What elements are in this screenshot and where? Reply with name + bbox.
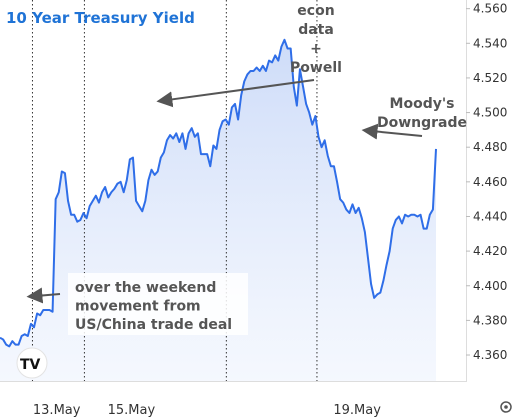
annotation-arrow — [156, 79, 315, 108]
y-tick-label: 4.480 — [473, 140, 507, 154]
annotation-line: Moody's — [390, 96, 455, 112]
x-tick-label: 13.May — [33, 403, 81, 418]
y-tick-label: 4.380 — [473, 313, 507, 327]
annotation-text: over the weekend movement from US/China tr… — [75, 280, 232, 333]
annotation-text: econ data + Powell — [290, 3, 342, 76]
x-axis-ticks: 13.May 15.May 19.May — [33, 403, 381, 418]
y-tick-label: 4.460 — [473, 175, 507, 189]
annotation: over the weekend movement from US/China tr… — [26, 273, 248, 335]
y-tick-label: 4.360 — [473, 348, 507, 362]
annotation-background — [68, 273, 248, 335]
annotation-line: Downgrade — [377, 115, 467, 131]
y-tick-label: 4.440 — [473, 209, 507, 223]
annotation-line: US/China trade deal — [75, 317, 232, 333]
annotation-line: data — [298, 22, 334, 38]
annotation: Moody's Downgrade — [361, 96, 467, 140]
annotation: econ data + Powell — [156, 3, 342, 108]
yield-series-line — [0, 38, 437, 348]
annotation-arrow — [26, 287, 61, 304]
y-axis-ticks: 4.560 4.540 4.520 4.500 4.480 4.460 4.440 4.420… — [466, 2, 507, 362]
y-tick-label: 4.400 — [473, 279, 507, 293]
annotation-text: Moody's Downgrade — [377, 96, 467, 131]
y-tick-label: 4.520 — [473, 71, 507, 85]
annotation-line: econ — [297, 3, 334, 19]
x-tick-label: 19.May — [333, 403, 381, 418]
y-tick-label: 4.500 — [473, 106, 507, 120]
annotation-line: over the weekend — [75, 280, 216, 296]
annotation-arrow — [361, 123, 423, 140]
y-tick-label: 4.420 — [473, 244, 507, 258]
y-tick-label: 4.560 — [473, 2, 507, 16]
x-tick-label: 15.May — [108, 403, 156, 418]
annotation-line: Powell — [290, 60, 342, 76]
svg-text:TV: TV — [20, 357, 41, 373]
tradingview-logo[interactable]: TV — [16, 347, 48, 379]
settings-gear-icon[interactable] — [500, 401, 512, 413]
annotations: over the weekend movement from US/China tr… — [26, 3, 467, 335]
y-tick-label: 4.540 — [473, 36, 507, 50]
chart-title: 10 Year Treasury Yield — [6, 9, 195, 27]
annotation-line: + — [310, 41, 322, 57]
annotation-line: movement from — [75, 299, 201, 315]
